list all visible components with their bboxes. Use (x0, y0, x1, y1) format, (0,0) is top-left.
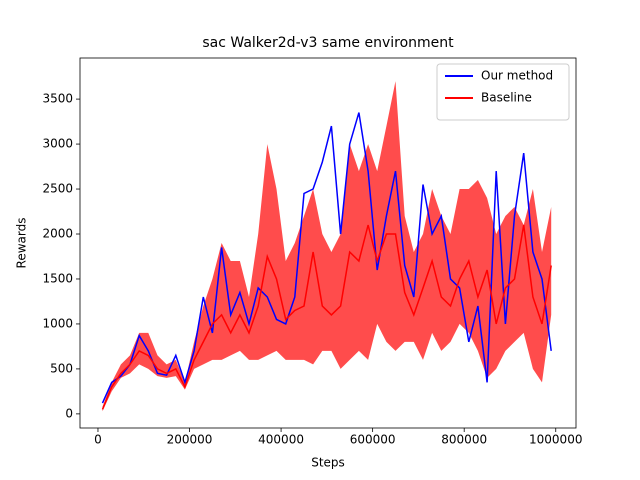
x-tick-label: 800000 (441, 433, 487, 447)
plot-frame (79, 57, 577, 429)
y-tick-label: 3000 (42, 137, 73, 151)
y-tick-label: 2500 (42, 182, 73, 196)
y-tick-label: 500 (50, 361, 73, 375)
series-line (101, 112, 552, 404)
y-tick-label: 1000 (42, 316, 73, 330)
x-tick-label: 400000 (258, 433, 304, 447)
y-tick-label: 1500 (42, 271, 73, 285)
series-line (101, 224, 552, 410)
x-tick-label: 600000 (350, 433, 396, 447)
y-tick-label: 0 (65, 406, 73, 420)
x-axis-label: Steps (311, 456, 345, 470)
x-tick-label: 0 (94, 433, 102, 447)
legend-label: Our method (481, 69, 553, 83)
chart-title: sac Walker2d-v3 same environment (202, 35, 454, 51)
legend-box (436, 63, 570, 121)
legend-label: Baseline (481, 91, 532, 105)
confidence-band (102, 81, 552, 412)
y-tick-label: 2000 (42, 227, 73, 241)
y-axis-label: Rewards (15, 218, 29, 269)
x-tick-label: 200000 (167, 433, 213, 447)
y-tick-label: 3500 (42, 92, 73, 106)
x-tick-label: 1000000 (529, 433, 582, 447)
